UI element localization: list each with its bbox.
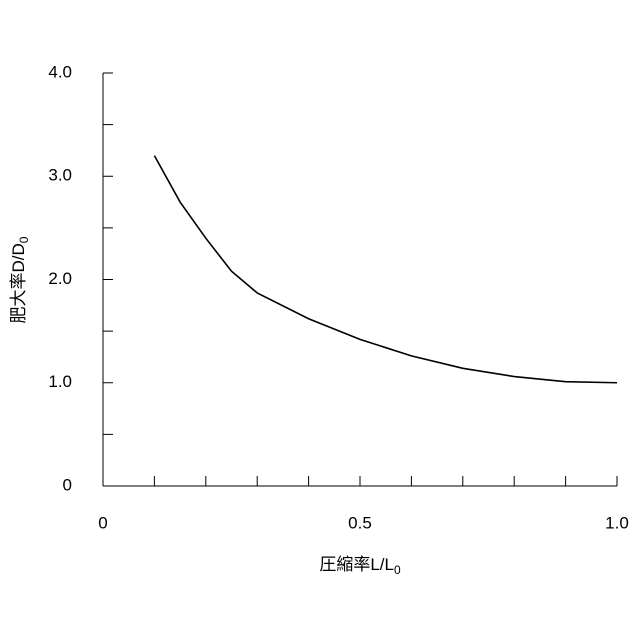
x-tick-label: 1.0 xyxy=(605,513,629,532)
x-axis-label-main: 圧縮率L/L xyxy=(319,555,394,574)
x-axis-label-sub: 0 xyxy=(394,563,401,577)
y-axis-label: 肥大率D/D0 xyxy=(9,236,31,323)
x-tick-label: 0.5 xyxy=(348,513,372,532)
y-tick-label: 1.0 xyxy=(48,372,72,391)
chart: 圧縮率L/L0 肥大率D/D0 01.02.03.04.000.51.0 xyxy=(0,0,640,640)
data-line xyxy=(154,156,617,383)
y-tick-label: 2.0 xyxy=(48,269,72,288)
y-tick-label: 0 xyxy=(63,475,72,494)
y-tick-label: 3.0 xyxy=(48,166,72,185)
x-tick-label: 0 xyxy=(98,513,107,532)
y-tick-label: 4.0 xyxy=(48,62,72,81)
y-axis-label-main: 肥大率D/D xyxy=(9,243,28,323)
y-axis-label-sub: 0 xyxy=(17,236,31,243)
x-axis-label: 圧縮率L/L0 xyxy=(319,555,401,577)
